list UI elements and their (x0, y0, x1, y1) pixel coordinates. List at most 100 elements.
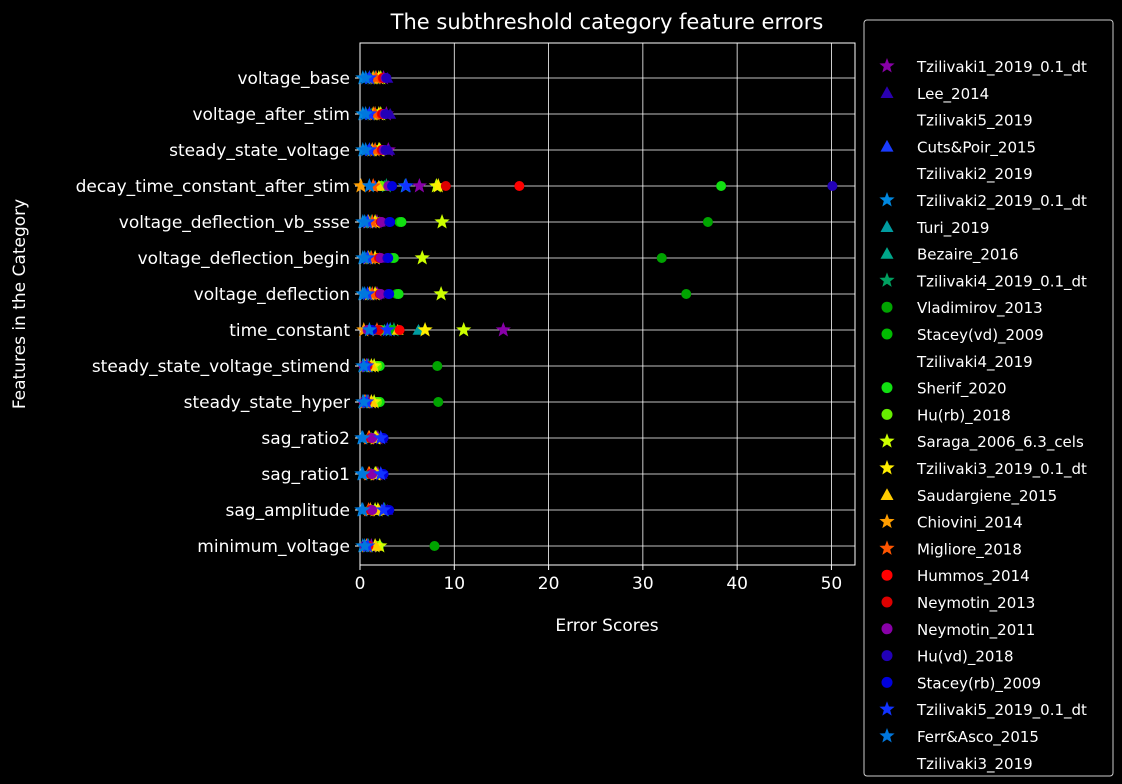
data-point (367, 106, 383, 121)
data-point (367, 505, 378, 515)
legend-label: Tzilivaki1_2019_0.1_dt (916, 58, 1087, 77)
legend-entry: Sherif_2020 (881, 380, 1007, 399)
data-point (368, 70, 384, 85)
legend-marker (881, 623, 893, 635)
legend-label: Turi_2019 (916, 219, 989, 238)
data-point (355, 502, 371, 517)
data-point (379, 322, 395, 337)
data-point (429, 541, 440, 551)
legend-label: Neymotin_2011 (917, 621, 1035, 640)
legend-entry: Hu(rb)_2018 (881, 406, 1011, 425)
legend-entry: Tzilivaki5_2019_0.1_dt (879, 701, 1087, 720)
data-point (367, 142, 383, 157)
data-point (387, 181, 398, 191)
data-point (355, 430, 371, 445)
legend-marker (881, 328, 893, 340)
legend-marker (881, 650, 893, 662)
category-label: steady_state_voltage (169, 141, 350, 161)
data-point (373, 466, 389, 481)
legend: Tzilivaki1_2019_0.1_dt Lee_2014 Tzilivaki5… (863, 19, 1114, 777)
legend-entry: Chiovini_2014 (879, 513, 1023, 533)
data-point (356, 358, 372, 373)
data-point (412, 324, 425, 335)
data-point (411, 178, 428, 193)
data-point (357, 538, 373, 553)
legend-marker (881, 408, 893, 420)
legend-entry: Neymotin_2013 (881, 594, 1035, 613)
legend-marker (881, 382, 893, 394)
legend-marker (880, 488, 894, 500)
legend-marker (879, 540, 895, 555)
data-point (433, 286, 449, 301)
data-point (434, 214, 450, 229)
category-label: minimum_voltage (197, 537, 350, 557)
legend-entry: Turi_2019 (880, 219, 989, 238)
legend-marker (880, 220, 894, 232)
data-point (361, 178, 378, 193)
data-point (376, 217, 387, 227)
x-tick-label: 10 (443, 574, 465, 594)
data-point (357, 250, 373, 265)
data-point (383, 253, 394, 263)
legend-label: Stacey(vd)_2009 (917, 326, 1044, 345)
legend-entry: Migliore_2018 (879, 540, 1022, 559)
legend-entry: Saudargiene_2015 (880, 487, 1057, 506)
data-point (356, 394, 372, 409)
legend-entry: Saraga_2006_6.3_cels (879, 433, 1084, 452)
data-point (393, 289, 404, 299)
data-point (396, 217, 407, 227)
data-point (430, 178, 446, 193)
legend-entry: Stacey(rb)_2009 (881, 674, 1041, 693)
legend-marker (881, 301, 893, 313)
category-label: sag_amplitude (226, 501, 350, 521)
legend-label: Saraga_2006_6.3_cels (917, 433, 1084, 452)
legend-label: Hu(rb)_2018 (917, 406, 1011, 425)
data-point (384, 289, 395, 299)
data-point (456, 322, 472, 337)
data-point (433, 397, 444, 407)
legend-label: Stacey(rb)_2009 (917, 674, 1041, 693)
x-tick-label: 0 (355, 574, 366, 594)
legend-marker (879, 513, 895, 529)
legend-entry: Hu(vd)_2018 (881, 648, 1014, 667)
legend-label: Tzilivaki5_2019_0.1_dt (916, 701, 1087, 720)
series-Ferr&Asco_2015 (355, 70, 378, 553)
legend-label: Cuts&Poir_2015 (917, 138, 1036, 157)
legend-label: Hummos_2014 (917, 567, 1030, 586)
data-point (398, 178, 414, 193)
data-point (373, 430, 389, 445)
legend-label: Bezaire_2016 (917, 246, 1019, 265)
legend-label: Hu(vd)_2018 (917, 648, 1014, 667)
legend-entry: Tzilivaki3_2019_0.1_dt (879, 460, 1087, 479)
category-label: sag_ratio2 (261, 429, 350, 449)
data-point (681, 289, 692, 299)
legend-entry: Tzilivaki5_2019 (916, 112, 1033, 131)
legend-entry: Neymotin_2011 (881, 621, 1035, 640)
legend-marker (880, 247, 894, 259)
data-point (381, 73, 392, 83)
legend-entry: Tzilivaki2_2019_0.1_dt (879, 192, 1087, 211)
data-point (353, 178, 369, 193)
category-label: voltage_deflection_vb_ssse (119, 213, 350, 233)
chart-title: The subthreshold category feature errors (390, 10, 824, 34)
legend-label: Tzilivaki2_2019 (916, 165, 1033, 184)
category-label: voltage_deflection (194, 285, 350, 305)
legend-label: Tzilivaki4_2019_0.1_dt (916, 272, 1087, 291)
category-label: voltage_after_stim (192, 105, 350, 125)
category-label: decay_time_constant_after_stim (76, 177, 350, 197)
category-label: voltage_base (237, 69, 350, 89)
data-point (440, 181, 451, 191)
legend-marker (879, 460, 895, 475)
data-point (495, 322, 511, 337)
category-label: steady_state_hyper (184, 393, 350, 413)
data-point (656, 253, 667, 263)
legend-label: Tzilivaki3_2019 (916, 755, 1033, 774)
data-point (370, 540, 383, 551)
legend-label: Lee_2014 (917, 85, 989, 104)
y-axis-label: Features in the Category (10, 199, 30, 409)
data-point (702, 217, 713, 227)
legend-label: Tzilivaki5_2019 (916, 112, 1033, 131)
legend-entry: Tzilivaki1_2019_0.1_dt (879, 58, 1087, 77)
x-tick-label: 20 (538, 574, 560, 594)
